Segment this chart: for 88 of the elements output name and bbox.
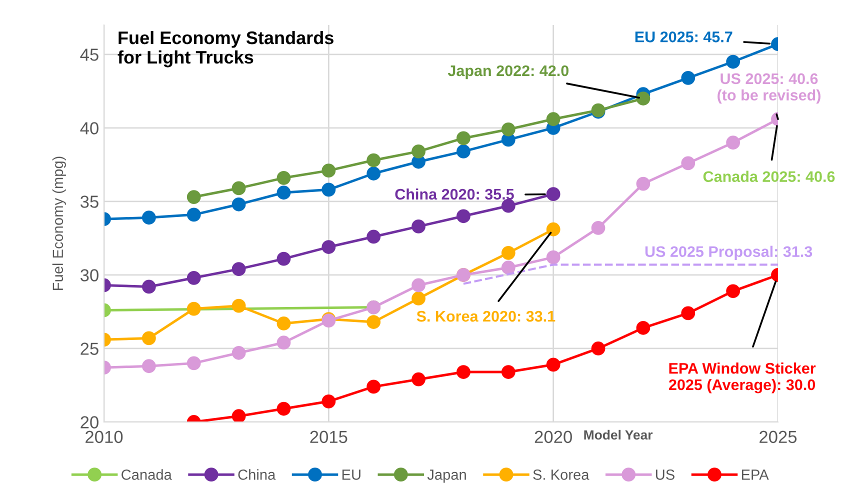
point bbox=[501, 365, 516, 379]
y-tick-label: 25 bbox=[80, 342, 98, 355]
legend-label: EU bbox=[342, 470, 360, 480]
y-tick-label: 20 bbox=[80, 416, 98, 428]
point bbox=[142, 280, 156, 294]
point bbox=[322, 240, 336, 254]
annotation: US 2025: 40.6 (to be revised) bbox=[718, 73, 820, 104]
point bbox=[322, 394, 336, 408]
point bbox=[546, 112, 560, 126]
point bbox=[366, 315, 381, 329]
point bbox=[412, 372, 426, 386]
point bbox=[591, 220, 606, 235]
point bbox=[501, 198, 516, 213]
point bbox=[186, 302, 201, 316]
point bbox=[546, 222, 560, 236]
point bbox=[366, 380, 381, 394]
point bbox=[546, 250, 560, 264]
point bbox=[636, 176, 650, 191]
text: Fuel Economy Standards for Light Trucks bbox=[118, 30, 334, 68]
point bbox=[186, 208, 201, 222]
legend-label: US bbox=[656, 470, 674, 480]
point bbox=[276, 170, 291, 185]
annotation: China 2020: 35.5 bbox=[395, 188, 514, 200]
point bbox=[412, 292, 426, 306]
y-axis-title: Fuel Economy (mpg) bbox=[52, 156, 66, 290]
y-tick-label: 45 bbox=[80, 48, 98, 61]
point bbox=[501, 122, 516, 136]
y-tick-label: 40 bbox=[80, 122, 98, 134]
point bbox=[591, 342, 606, 356]
point bbox=[142, 210, 156, 225]
x-tick-label: 2010 bbox=[86, 430, 123, 444]
point bbox=[681, 156, 696, 170]
point bbox=[726, 284, 740, 298]
x-tick-label: 2025 bbox=[760, 430, 797, 444]
point bbox=[276, 336, 291, 350]
point bbox=[232, 346, 246, 360]
legend-label: Canada bbox=[122, 469, 172, 480]
legend-label: EPA bbox=[742, 470, 769, 480]
point bbox=[322, 182, 336, 197]
point bbox=[232, 409, 246, 422]
annotation: Japan 2022: 42.0 bbox=[448, 65, 569, 80]
point bbox=[232, 262, 246, 276]
annotation: Canada 2025: 40.6 bbox=[703, 170, 835, 182]
annotation: EPA Window Sticker 2025 (Average): 30.0 bbox=[668, 362, 816, 394]
point bbox=[456, 144, 470, 158]
point bbox=[366, 153, 381, 168]
point bbox=[726, 136, 740, 150]
point bbox=[322, 164, 336, 178]
point bbox=[636, 320, 650, 335]
x-tick-label: 2015 bbox=[310, 430, 348, 444]
point bbox=[412, 144, 426, 158]
point bbox=[232, 298, 246, 313]
point bbox=[276, 252, 291, 266]
x-tick-label: 2020 bbox=[534, 430, 572, 444]
point bbox=[142, 331, 156, 346]
point bbox=[456, 131, 470, 146]
point bbox=[681, 70, 696, 85]
point bbox=[186, 270, 201, 285]
point bbox=[276, 316, 291, 330]
point bbox=[142, 359, 156, 374]
point bbox=[412, 278, 426, 292]
point bbox=[681, 306, 696, 320]
point bbox=[456, 365, 470, 379]
legend-label: S. Korea bbox=[533, 470, 590, 480]
point bbox=[276, 186, 291, 200]
annotation: US 2025 Proposal: 31.3 bbox=[645, 246, 812, 260]
legend-label: China bbox=[238, 469, 276, 480]
point bbox=[636, 92, 650, 106]
legend-label: Japan bbox=[427, 470, 466, 483]
point bbox=[232, 197, 246, 212]
point bbox=[232, 181, 246, 196]
x-axis-title: Model Year bbox=[584, 430, 653, 440]
y-tick-label: 30 bbox=[80, 269, 98, 282]
point bbox=[546, 358, 560, 372]
y-tick-label: 35 bbox=[80, 196, 98, 208]
annotation: S. Korea 2020: 33.1 bbox=[416, 310, 556, 322]
point bbox=[366, 166, 381, 180]
annotation: EU 2025: 45.7 bbox=[635, 32, 732, 42]
point bbox=[501, 246, 516, 260]
point bbox=[412, 219, 426, 234]
point bbox=[546, 187, 560, 202]
point bbox=[726, 54, 740, 69]
point bbox=[276, 402, 291, 416]
point bbox=[456, 209, 470, 224]
point bbox=[186, 356, 201, 370]
point bbox=[366, 230, 381, 244]
point bbox=[501, 260, 516, 275]
point bbox=[186, 190, 201, 204]
